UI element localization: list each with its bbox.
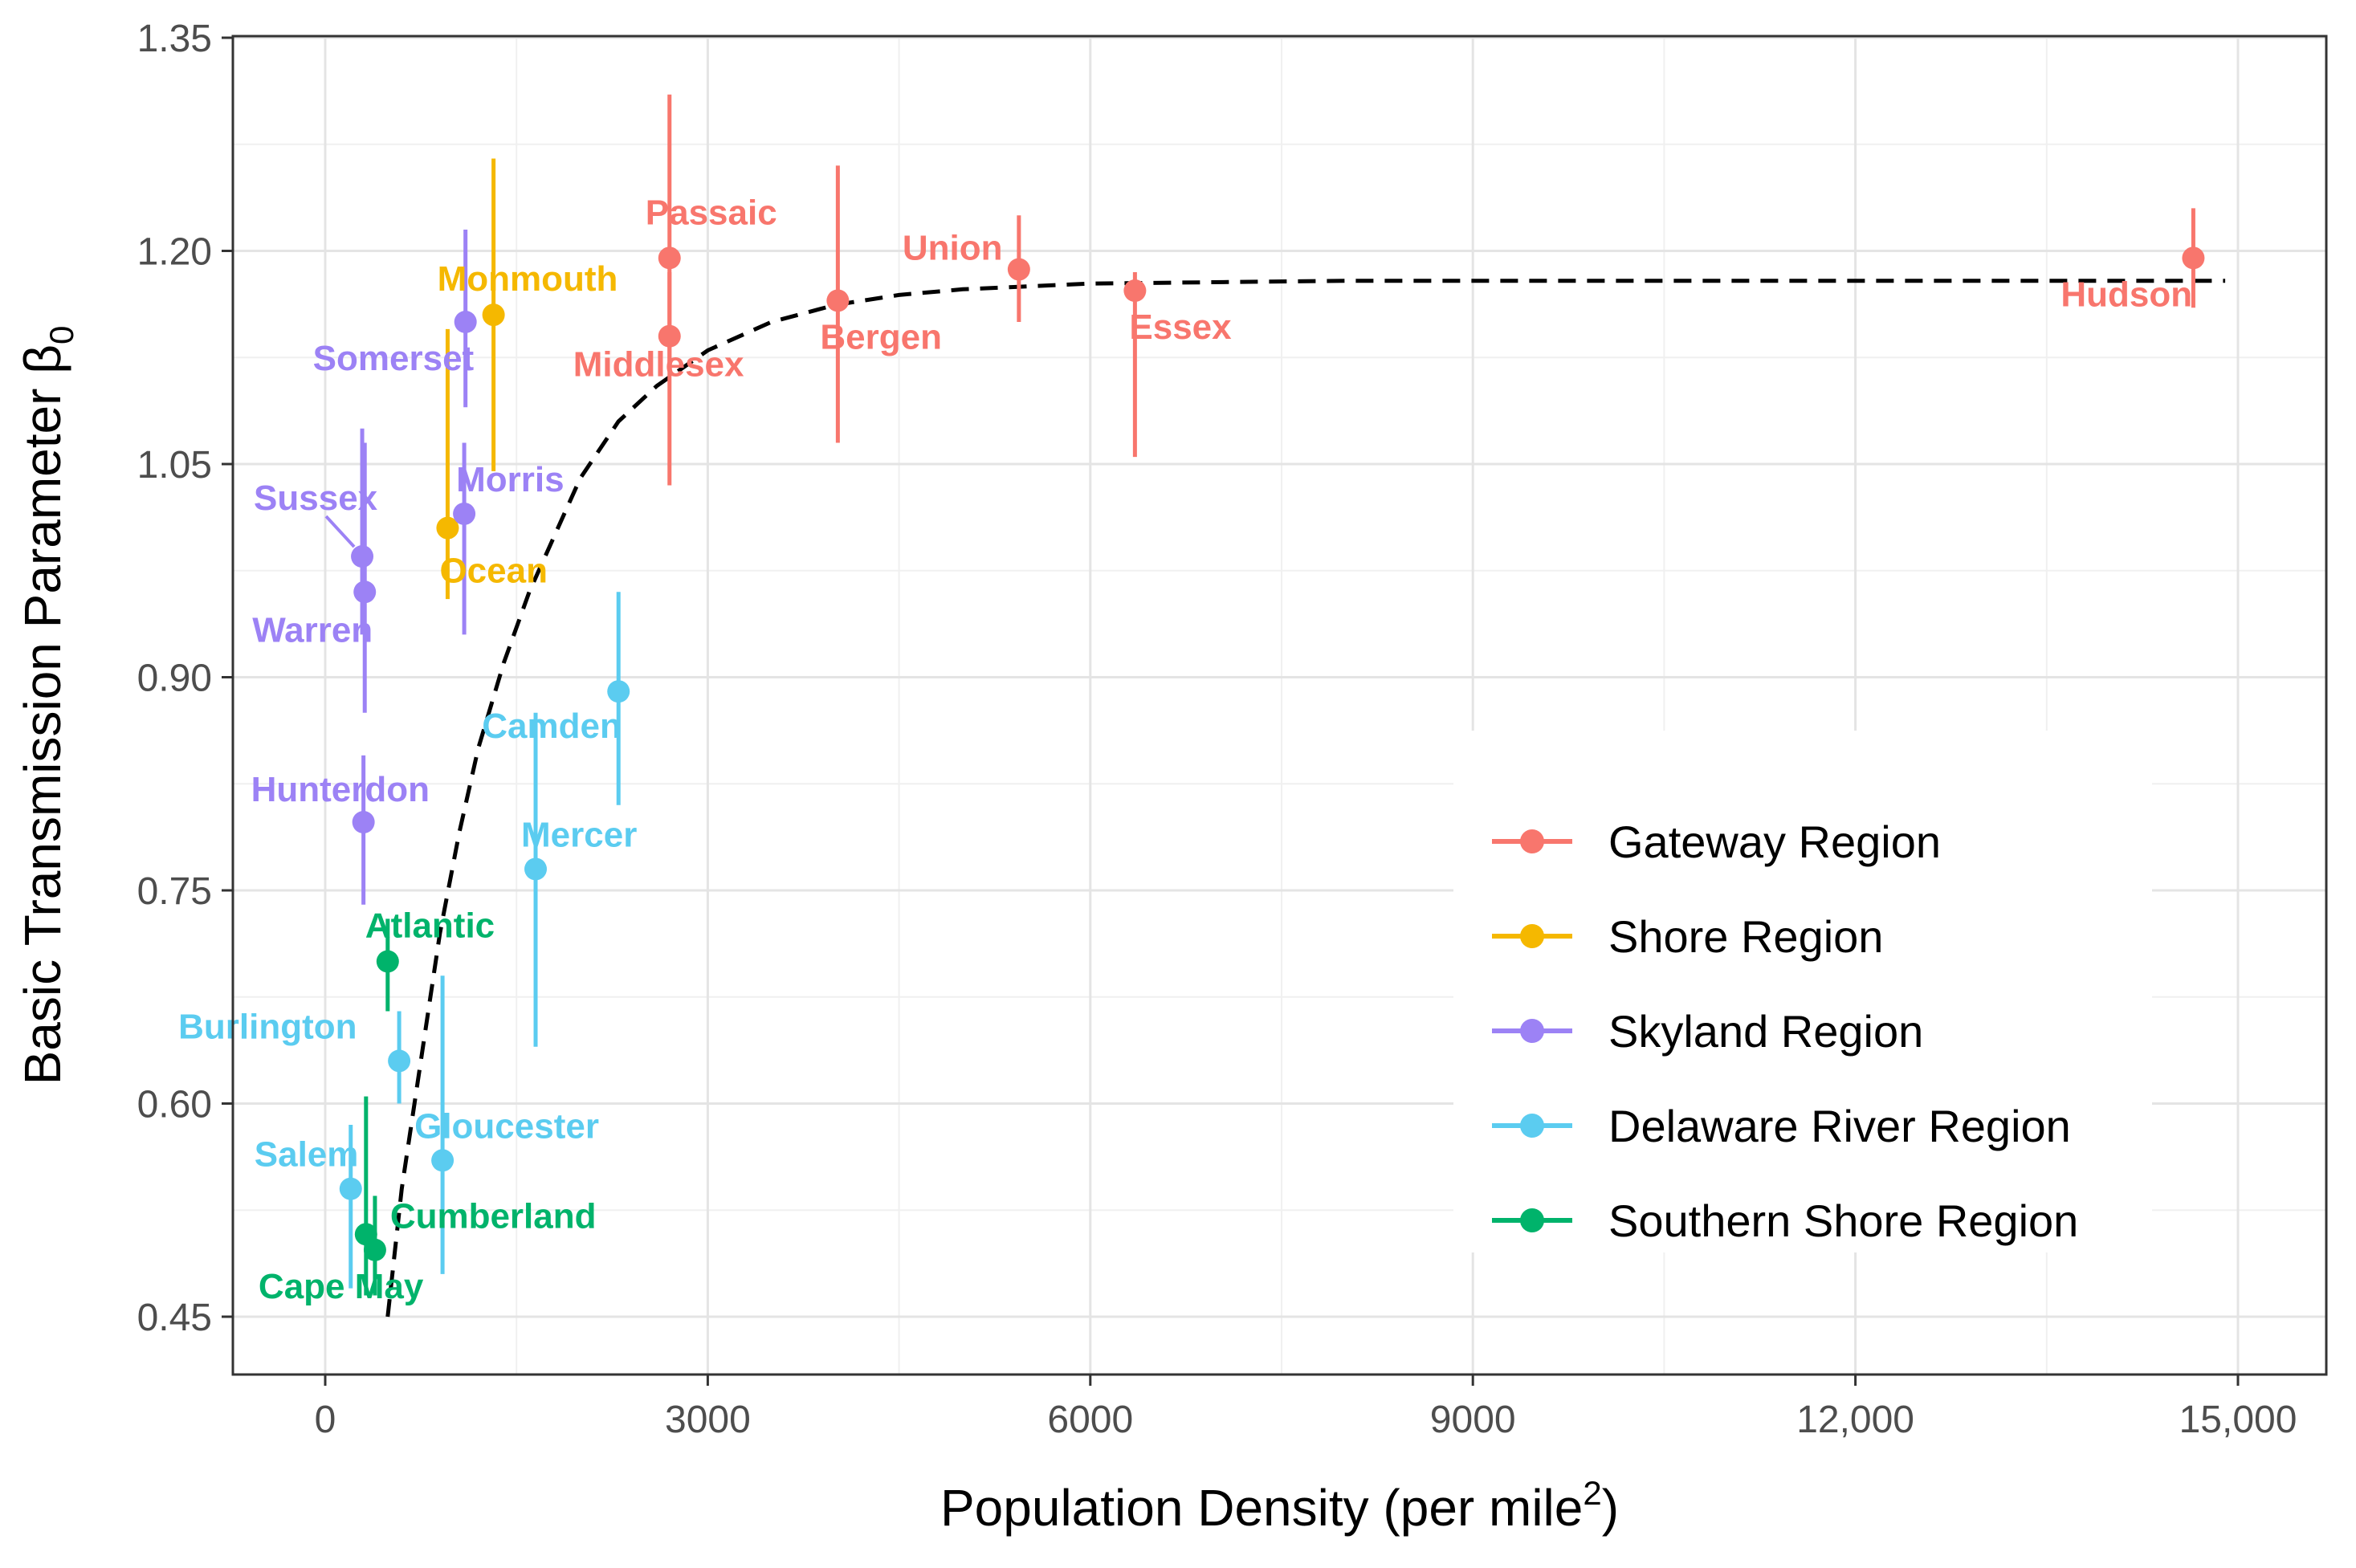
point-label: Salem [255, 1135, 359, 1175]
x-axis-title: Population Density (per mile2) [940, 1474, 1619, 1537]
legend-key-point [1520, 924, 1544, 948]
legend-label: Delaware River Region [1608, 1101, 2071, 1151]
legend-label: Skyland Region [1608, 1006, 1923, 1057]
point-label: Burlington [178, 1007, 357, 1046]
point-label: Ocean [439, 552, 548, 591]
point-label: Bergen [820, 317, 942, 356]
point-label: Essex [1129, 307, 1232, 347]
legend-key-point [1520, 1114, 1544, 1138]
y-tick-label: 0.60 [137, 1084, 212, 1126]
point-label: Mercer [521, 815, 637, 854]
y-axis-title-subscript: 0 [43, 326, 80, 344]
plot-panel-border [231, 35, 2328, 1376]
y-axis-title-text: Basic Transmission Parameter β [14, 344, 71, 1085]
data-point [453, 502, 476, 525]
fit-curve-group [385, 279, 2226, 1318]
point-label: Atlantic [365, 906, 495, 946]
data-point [431, 1149, 454, 1172]
fit-curve [385, 279, 2226, 1318]
x-tick-label: 0 [315, 1399, 336, 1441]
data-point [607, 680, 630, 703]
point-label: Sussex [254, 479, 378, 518]
point-label: Camden [482, 707, 622, 746]
x-tick-label: 6000 [1047, 1399, 1133, 1441]
y-tick-label: 0.90 [137, 658, 212, 700]
data-point [826, 289, 850, 312]
point-label: Cumberland [390, 1196, 597, 1236]
data-point [339, 1177, 362, 1200]
y-tick-label: 0.45 [137, 1297, 212, 1339]
x-axis-title-close: ) [1602, 1479, 1619, 1537]
label-leader-line [324, 515, 356, 548]
data-points [339, 246, 2205, 1261]
y-tick-label: 1.05 [137, 444, 212, 487]
data-point [353, 580, 377, 604]
point-label: Hudson [2060, 275, 2192, 314]
point-label: Monmouth [438, 259, 618, 299]
point-label: Passaic [646, 193, 777, 232]
data-point [658, 246, 681, 270]
x-axis-title-superscript: 2 [1583, 1474, 1601, 1512]
x-axis-ticks: 0 3000 6000 9000 12,000 15,000 [315, 1375, 2297, 1441]
legend-key-point [1520, 1019, 1544, 1043]
legend-key-point [1520, 1208, 1544, 1232]
y-tick-label: 1.35 [137, 18, 212, 60]
data-point [376, 950, 399, 973]
data-point [658, 324, 681, 348]
data-point [388, 1049, 411, 1073]
legend: Gateway Region Shore Region Skyland Region… [1453, 731, 2152, 1252]
data-point [524, 857, 548, 881]
data-point [351, 545, 374, 568]
point-label: Cape May [259, 1267, 424, 1306]
x-axis-title-text: Population Density (per mile [940, 1479, 1583, 1537]
legend-key-point [1520, 829, 1544, 853]
data-point [482, 303, 505, 327]
point-label: Warren [252, 610, 373, 650]
point-label: Hunterdon [251, 770, 430, 809]
y-axis-ticks: 0.45 0.60 0.75 0.90 1.05 1.20 1.35 [137, 18, 233, 1339]
data-point [436, 516, 459, 540]
y-tick-label: 1.20 [137, 231, 212, 274]
data-point [363, 1238, 386, 1261]
legend-label: Southern Shore Region [1608, 1195, 2078, 1246]
point-labels: Passaic Middlesex Bergen Union Essex Hudson Mo… [178, 193, 2192, 1305]
point-label: Union [903, 229, 1003, 268]
x-tick-label: 15,000 [2179, 1399, 2297, 1441]
point-label: Somerset [313, 339, 475, 378]
x-tick-label: 3000 [665, 1399, 751, 1441]
point-label: Morris [456, 460, 564, 499]
x-tick-label: 9000 [1430, 1399, 1516, 1441]
legend-background [1453, 731, 2152, 1252]
legend-label: Gateway Region [1608, 817, 1941, 867]
x-tick-label: 12,000 [1796, 1399, 1914, 1441]
data-point [454, 311, 477, 333]
y-axis-title: Basic Transmission Parameter β0 [14, 326, 80, 1085]
y-tick-label: 0.75 [137, 870, 212, 913]
point-label: Middlesex [573, 345, 744, 385]
data-point [1123, 279, 1147, 303]
point-label: Gloucester [414, 1106, 599, 1146]
minor-gridlines [233, 36, 2326, 1375]
legend-label: Shore Region [1608, 911, 1883, 962]
data-point [2182, 246, 2205, 270]
data-point [352, 811, 375, 834]
data-point [1007, 258, 1030, 281]
